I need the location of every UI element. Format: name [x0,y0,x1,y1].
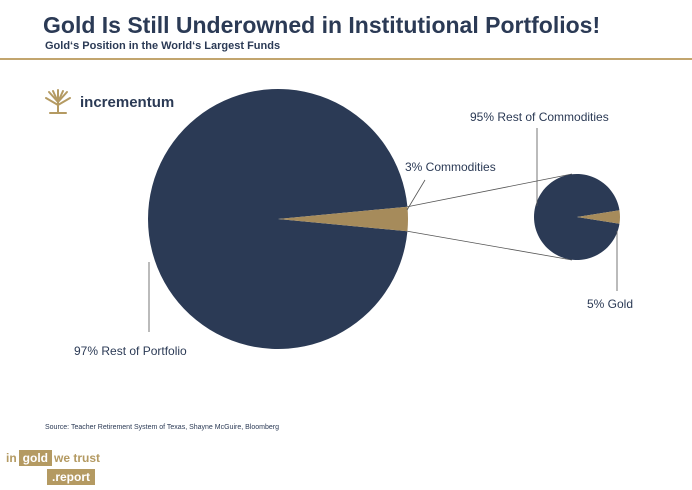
slice-gold [577,210,620,224]
brand-in: in [6,450,17,465]
source-note: Source: Teacher Retirement System of Tex… [45,424,279,431]
incrementum-logo: incrementum [44,89,174,115]
label-commodities: 3% Commodities [405,160,496,174]
label-rest-of-portfolio: 97% Rest of Portfolio [74,344,187,358]
page-subtitle: Gold‘s Position in the World‘s Largest F… [45,40,281,52]
slice-commodities [278,206,409,232]
slice-rest-of-commodities [534,174,620,260]
brand-gold: gold [18,449,52,466]
leader-commodities [406,179,426,211]
logo-wordmark: incrementum [80,93,175,111]
brand-we-trust: we trust [54,450,101,465]
label-gold: 5% Gold [587,297,634,311]
label-rest-of-commodities: 95% Rest of Commodities [470,110,609,124]
connector-bottom [407,230,573,261]
ingoldwetrust-logo: in gold we trust .report [4,449,102,486]
tree-logo-icon [45,89,71,114]
slice-rest-of-portfolio [148,89,408,349]
header-divider [0,58,692,60]
brand-report: .report [47,469,96,485]
page-title: Gold Is Still Underowned in Institutiona… [43,12,601,38]
connector-top [407,173,573,208]
